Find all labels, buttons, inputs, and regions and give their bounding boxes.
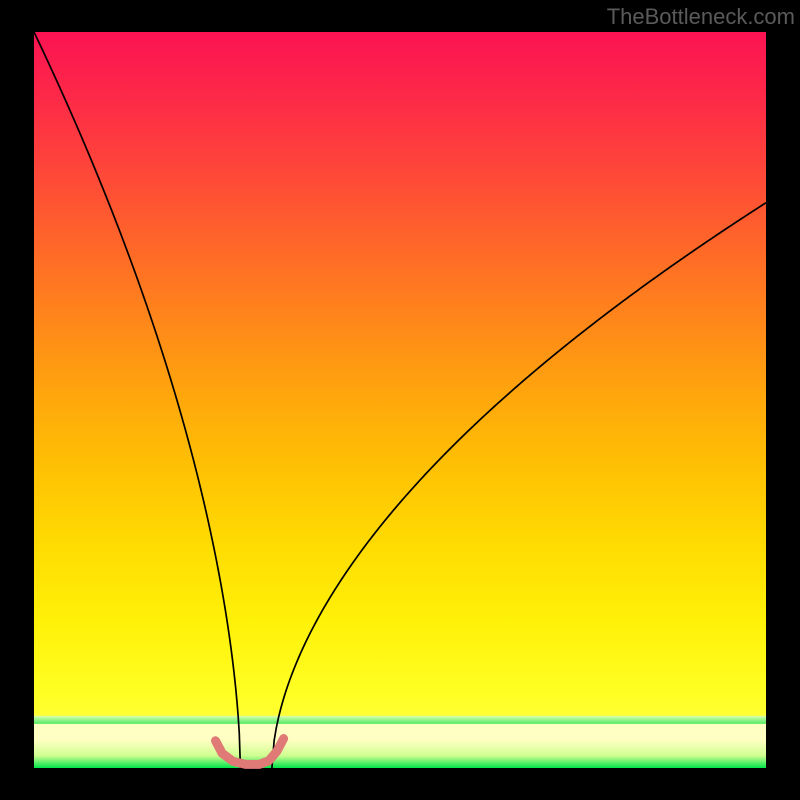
plot-area xyxy=(34,32,766,768)
bottleneck-curve-figure: TheBottleneck.com xyxy=(0,0,800,800)
green-fine-band xyxy=(34,716,766,724)
figure-svg: TheBottleneck.com xyxy=(0,0,800,800)
green-bottom-band xyxy=(34,724,766,768)
watermark-text: TheBottleneck.com xyxy=(607,4,795,29)
